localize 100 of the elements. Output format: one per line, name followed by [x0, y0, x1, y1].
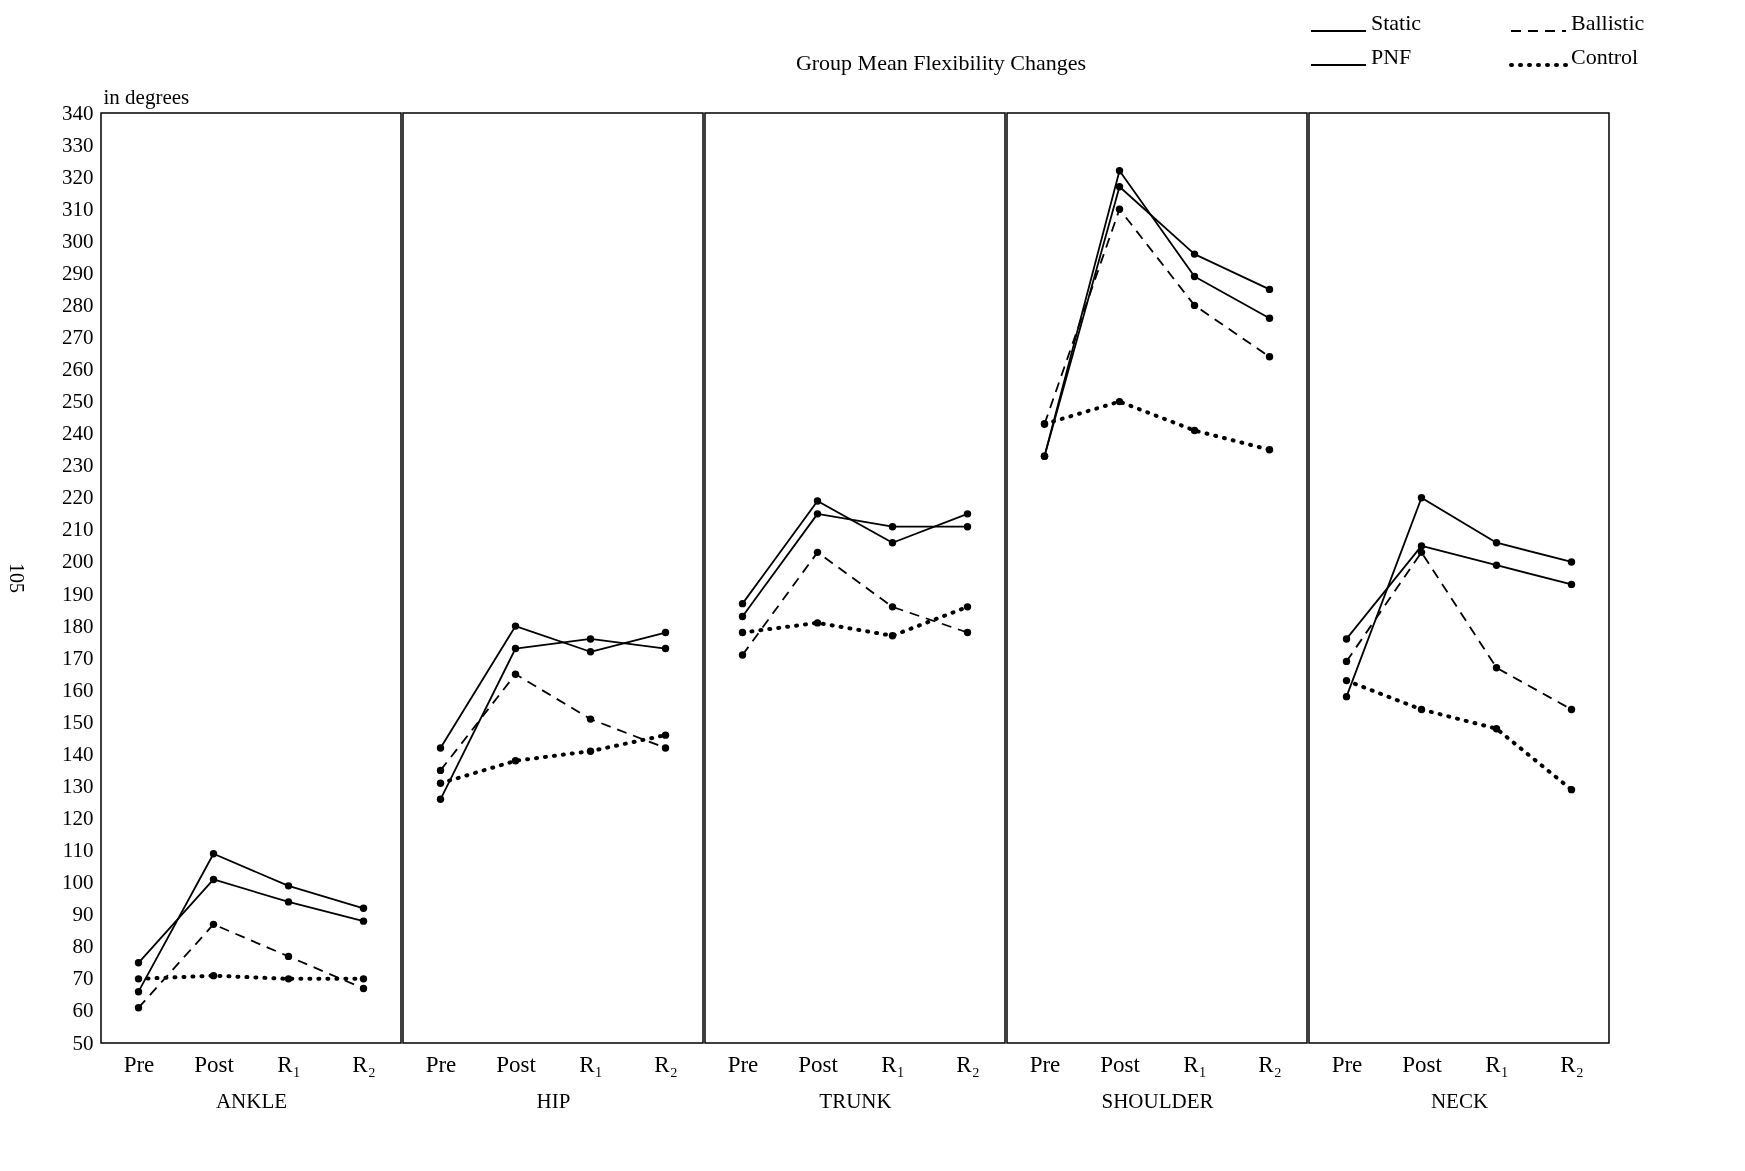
- y-tick-label: 100: [62, 870, 94, 895]
- x-axis-title: ANKLE: [215, 1088, 288, 1113]
- point: [738, 628, 747, 637]
- point: [1265, 285, 1274, 294]
- legend-label: Control: [1571, 44, 1639, 69]
- point: [284, 882, 293, 890]
- x-tick-label: R₂: [956, 1051, 980, 1077]
- point: [511, 757, 520, 765]
- y-tick-label: 150: [62, 709, 94, 734]
- point: [963, 603, 972, 611]
- x-tick-label: Post: [194, 1051, 235, 1077]
- y-tick-label: 160: [62, 677, 94, 702]
- point: [738, 651, 747, 659]
- point: [1492, 664, 1501, 672]
- x-tick-label: R₂: [1258, 1051, 1282, 1077]
- legend-label: PNF: [1371, 44, 1412, 69]
- point: [1190, 426, 1199, 435]
- y-tick-label: 250: [62, 389, 94, 414]
- y-tick-label: 260: [62, 357, 94, 382]
- point: [436, 779, 445, 787]
- point: [661, 644, 670, 653]
- x-tick-label: R₁: [277, 1051, 301, 1077]
- point: [888, 522, 897, 531]
- y-tick-label: 290: [62, 260, 94, 285]
- y-tick-label: 300: [62, 228, 94, 253]
- point: [813, 619, 822, 627]
- point: [888, 632, 897, 640]
- x-axis-title: NECK: [1430, 1088, 1489, 1113]
- point: [661, 731, 670, 739]
- point: [1492, 725, 1501, 733]
- y-tick-label: 230: [62, 453, 94, 478]
- y-tick-label: 140: [62, 741, 94, 766]
- y-tick-label: 70: [72, 966, 94, 991]
- point: [1115, 397, 1124, 406]
- point: [661, 744, 670, 752]
- point: [661, 628, 670, 637]
- point: [586, 747, 595, 755]
- point: [511, 644, 520, 653]
- point: [1417, 705, 1426, 714]
- x-tick-label: Post: [1100, 1051, 1141, 1077]
- point: [134, 1004, 143, 1012]
- x-tick-label: R₁: [579, 1051, 603, 1077]
- point: [586, 715, 595, 723]
- point: [284, 898, 293, 906]
- point: [1567, 580, 1576, 589]
- text: 105: [6, 563, 28, 593]
- point: [284, 975, 293, 983]
- point: [738, 612, 747, 621]
- x-tick-label: Pre: [1029, 1051, 1061, 1077]
- point: [1115, 205, 1124, 213]
- y-tick-label: 220: [62, 485, 94, 510]
- y-tick-label: 60: [72, 998, 94, 1023]
- x-axis-title: TRUNK: [819, 1088, 892, 1113]
- point: [1342, 692, 1351, 701]
- y-tick-label: 110: [62, 838, 94, 863]
- point: [1115, 167, 1124, 175]
- y-tick-label: 190: [62, 581, 94, 606]
- x-tick-label: R₂: [352, 1051, 376, 1077]
- point: [1492, 539, 1501, 547]
- y-tick-label: 170: [62, 645, 94, 670]
- point: [436, 795, 445, 803]
- point: [963, 628, 972, 637]
- x-tick-label: R₁: [881, 1051, 905, 1077]
- point: [813, 548, 822, 557]
- point: [1115, 183, 1124, 191]
- point: [436, 744, 445, 752]
- point: [1265, 353, 1274, 361]
- point: [1190, 250, 1199, 258]
- x-tick-label: Post: [1402, 1051, 1443, 1077]
- y-tick-label: 340: [62, 100, 94, 125]
- point: [134, 959, 143, 967]
- point: [511, 622, 520, 630]
- point: [1342, 676, 1351, 685]
- point: [1265, 446, 1274, 454]
- point: [1492, 561, 1501, 569]
- point: [1342, 635, 1351, 643]
- point: [209, 875, 218, 884]
- x-tick-label: Post: [496, 1051, 537, 1077]
- point: [134, 975, 143, 983]
- point: [813, 510, 822, 518]
- y-tick-label: 310: [62, 196, 94, 221]
- y-tick-label: 210: [62, 517, 94, 542]
- y-tick-label: 240: [62, 421, 94, 446]
- chart-title: Group Mean Flexibility Changes: [795, 50, 1087, 75]
- point: [963, 522, 972, 531]
- point: [813, 497, 822, 505]
- point: [586, 635, 595, 643]
- y-tick-label: 200: [62, 549, 94, 574]
- point: [209, 850, 218, 858]
- point: [359, 904, 368, 913]
- point: [963, 510, 972, 518]
- x-tick-label: R₂: [1560, 1051, 1584, 1077]
- x-tick-label: Pre: [1331, 1051, 1363, 1077]
- point: [134, 987, 143, 996]
- point: [436, 766, 445, 775]
- point: [1190, 272, 1199, 281]
- point: [1567, 558, 1576, 566]
- point: [888, 603, 897, 611]
- point: [1567, 785, 1576, 794]
- y-tick-label: 80: [72, 934, 94, 959]
